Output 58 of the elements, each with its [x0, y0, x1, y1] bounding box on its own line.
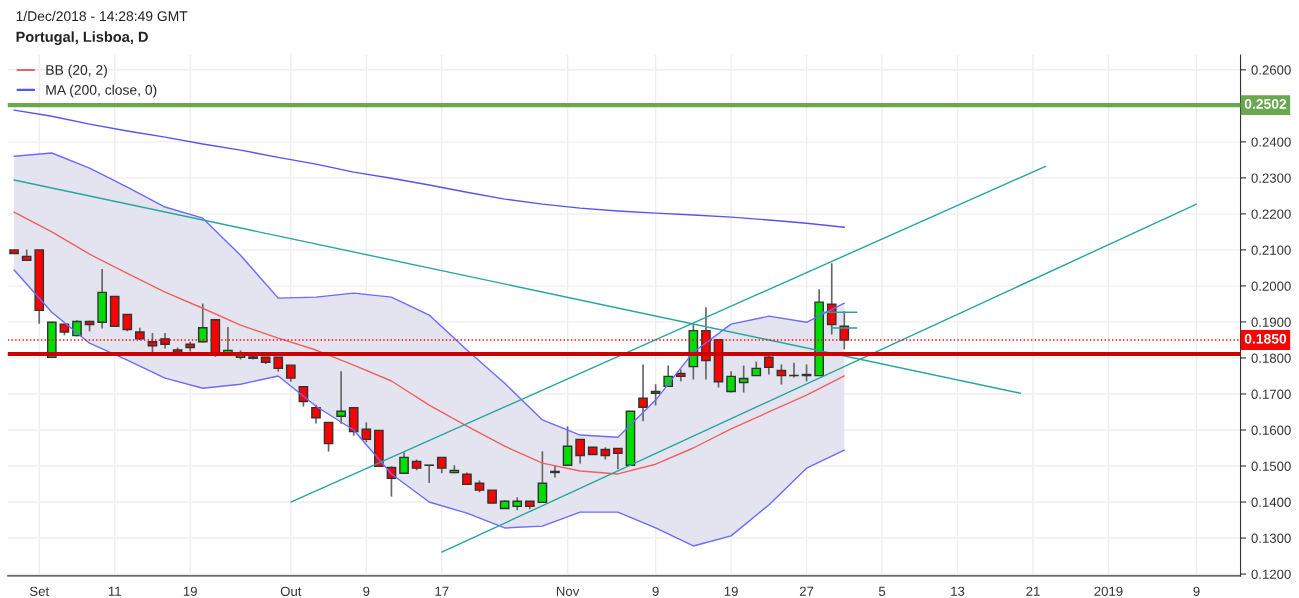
x-tick-label: 13	[951, 586, 965, 596]
x-tick-label: 17	[435, 586, 449, 596]
y-tick-label: 0.1700	[1251, 389, 1291, 399]
legend-label: BB (20, 2)	[46, 64, 107, 78]
legend-label: MA (200, close, 0)	[46, 84, 157, 98]
y-tick-label: 0.2000	[1251, 281, 1291, 291]
candlestick	[537, 450, 548, 504]
candlestick	[311, 403, 321, 425]
candlestick	[738, 364, 749, 394]
y-tick-label: 0.1200	[1251, 569, 1291, 579]
line-series	[13, 109, 845, 228]
x-tick-label: 19	[724, 586, 738, 596]
candlestick	[550, 464, 560, 479]
candlestick	[638, 363, 648, 423]
x-tick-label: 27	[799, 586, 814, 596]
candlestick	[424, 464, 435, 484]
candlestick	[399, 451, 409, 475]
candlestick	[575, 438, 585, 465]
candlestick	[348, 406, 359, 437]
text: 1/Dec/2018 - 14:28:49 GMT	[16, 10, 188, 22]
y-tick-label: 0.1400	[1251, 497, 1291, 507]
y-tick-label: 0.2400	[1251, 137, 1291, 147]
x-tick-label: 9	[652, 586, 659, 596]
candlestick	[776, 363, 787, 386]
line-series	[13, 211, 845, 475]
x-tick-label: Set	[29, 586, 50, 596]
line-series	[13, 269, 845, 547]
x-tick-label: 2019	[1094, 586, 1123, 596]
x-tick-label: Nov	[556, 586, 580, 596]
y-tick-label: 0.1500	[1251, 461, 1291, 471]
y-tick-label: 0.1900	[1251, 317, 1291, 327]
y-tick-label: 0.1300	[1251, 533, 1291, 543]
candlestick	[361, 421, 372, 444]
y-tick-label: 0.2300	[1251, 173, 1291, 183]
candlestick	[650, 383, 661, 407]
x-tick-label: Out	[280, 586, 302, 596]
candlestick	[562, 425, 573, 467]
x-tick-label: 21	[1026, 586, 1040, 596]
y-tick-label: 0.2200	[1251, 209, 1291, 219]
ref-line-label: 0.2502	[1244, 98, 1287, 109]
candlestick	[197, 302, 208, 344]
ref-line-label: 0.1850	[1244, 333, 1287, 344]
y-tick-label: 0.2100	[1251, 245, 1291, 255]
candlestick	[323, 421, 334, 453]
candlestick	[336, 370, 346, 425]
candlestick	[613, 447, 623, 471]
x-tick-label: 9	[363, 586, 370, 596]
line-series	[13, 152, 845, 438]
x-tick-label: 5	[878, 586, 886, 596]
y-tick-label: 0.2600	[1251, 65, 1291, 75]
y-tick-label: 0.1600	[1251, 425, 1291, 435]
y-tick-label: 0.1800	[1251, 353, 1291, 363]
x-tick-label: 19	[183, 586, 197, 596]
chart-title: Portugal, Lisboa, D	[16, 31, 148, 45]
x-tick-label: 11	[108, 586, 121, 596]
candlestick	[726, 370, 736, 394]
x-tick-label: 9	[1193, 586, 1200, 596]
candlestick	[763, 354, 774, 376]
